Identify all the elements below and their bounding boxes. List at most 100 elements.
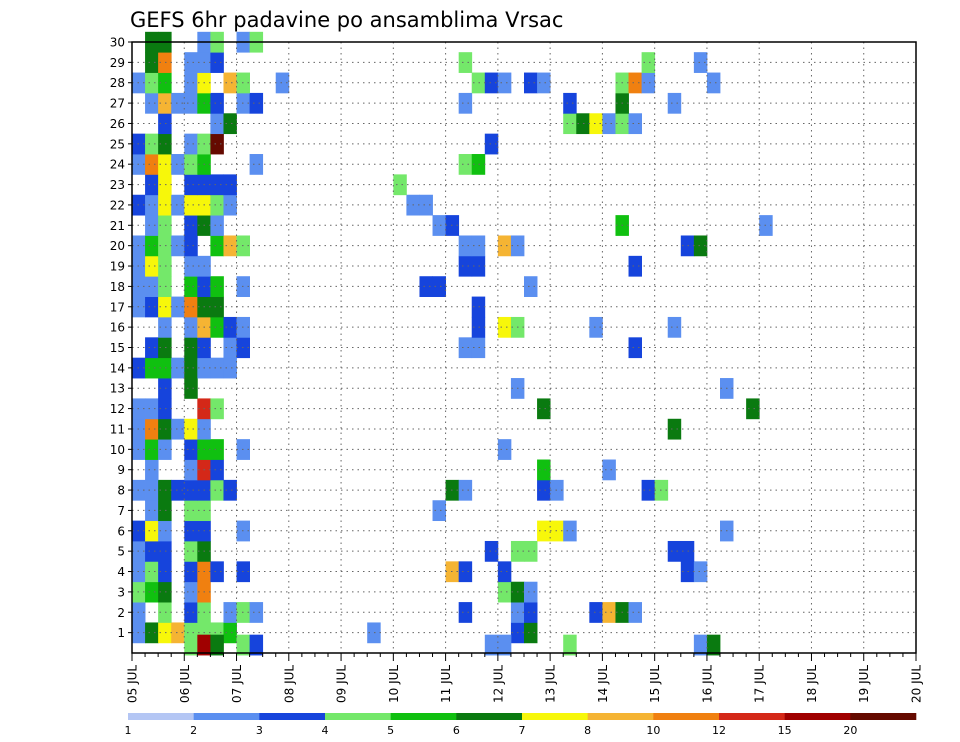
heatmap-cell [145, 174, 159, 196]
heatmap-cell [158, 133, 172, 155]
heatmap-cell [145, 520, 159, 542]
legend-swatch [128, 713, 194, 720]
heatmap-cell [145, 154, 159, 175]
heatmap-cell [223, 357, 237, 379]
heatmap-cell [458, 561, 473, 583]
heatmap-cell [158, 92, 172, 114]
heatmap-cell [171, 92, 185, 114]
heatmap-cell [145, 296, 159, 318]
heatmap-cell [524, 602, 538, 623]
heatmap-cell [563, 634, 577, 656]
heatmap-cell [602, 113, 616, 135]
y-tick-label: 16 [110, 321, 125, 335]
heatmap-cell [667, 418, 682, 440]
heatmap-cell [158, 113, 172, 135]
heatmap-cell [537, 459, 551, 481]
heatmap-cell [145, 72, 159, 94]
y-tick-label: 17 [110, 300, 125, 314]
heatmap-cell [458, 92, 473, 114]
heatmap-cell [210, 52, 224, 73]
heatmap-cell [145, 255, 159, 277]
heatmap-cell [497, 235, 512, 257]
x-tick-label: 05 JUL [126, 665, 140, 703]
heatmap-cell [706, 72, 721, 94]
heatmap-cell [458, 479, 473, 501]
heatmap-cell [184, 634, 198, 656]
x-tick-label: 10 JUL [387, 665, 401, 703]
y-tick-label: 12 [110, 402, 125, 416]
y-tick-label: 6 [117, 524, 125, 538]
heatmap-cell [184, 561, 198, 583]
heatmap-cell [223, 235, 237, 257]
heatmap-cell [184, 276, 198, 297]
y-tick-label: 3 [117, 585, 125, 599]
y-tick-label: 27 [110, 97, 125, 111]
heatmap-cell [171, 235, 185, 257]
heatmap-cell [563, 113, 577, 135]
heatmap-cell [210, 398, 224, 420]
heatmap-cell [458, 337, 473, 359]
heatmap-cell [249, 602, 264, 623]
heatmap-cell [210, 113, 224, 135]
heatmap-cell [471, 154, 486, 175]
heatmap-cell [158, 194, 172, 216]
heatmap-cell [210, 235, 224, 257]
heatmap-cell [393, 174, 407, 196]
heatmap-cell [746, 398, 760, 420]
heatmap-cell [602, 459, 616, 481]
legend-label: 2 [190, 724, 197, 737]
legend-swatch [784, 713, 851, 720]
y-tick-label: 29 [110, 56, 125, 70]
x-tick-label: 15 JUL [648, 665, 662, 703]
heatmap-cell [432, 276, 446, 297]
heatmap-cell [602, 602, 616, 623]
heatmap-cell [158, 174, 172, 196]
heatmap-cell [471, 255, 486, 277]
heatmap-cell [275, 72, 290, 94]
heatmap-cell [158, 378, 172, 399]
x-tick-label: 19 JUL [857, 665, 871, 703]
legend-label: 15 [778, 724, 792, 737]
heatmap-cell [537, 520, 551, 542]
x-tick-label: 13 JUL [544, 665, 558, 703]
heatmap-cell [158, 520, 172, 542]
heatmap-cell [471, 72, 486, 94]
heatmap-cell [497, 72, 512, 94]
heatmap-cell [497, 439, 512, 460]
heatmap-cell [210, 479, 224, 501]
heatmap-cell [145, 439, 159, 460]
x-tick-label: 11 JUL [439, 665, 453, 703]
heatmap-cell [432, 500, 446, 522]
heatmap-cell [158, 337, 172, 359]
heatmap-cell [693, 561, 708, 583]
heatmap-cell [145, 540, 159, 562]
y-tick-label: 20 [110, 239, 125, 253]
legend-swatch [522, 713, 588, 720]
heatmap-cell [171, 418, 185, 440]
heatmap-cell [158, 72, 172, 94]
heatmap-cell [484, 540, 499, 562]
heatmap-cell [223, 479, 237, 501]
heatmap-cell [171, 479, 185, 501]
heatmap-cell [524, 581, 538, 603]
heatmap-cell [145, 52, 159, 73]
y-tick-label: 25 [110, 137, 125, 151]
heatmap-cell [210, 276, 224, 297]
heatmap-cell [184, 581, 198, 603]
heatmap-cell [184, 215, 198, 236]
y-tick-label: 9 [117, 463, 125, 477]
legend-swatch [259, 713, 326, 720]
heatmap-cell [589, 602, 603, 623]
heatmap-cell [184, 459, 198, 481]
heatmap-cell [210, 215, 224, 236]
heatmap-cell [563, 92, 577, 114]
legend-label: 6 [453, 724, 460, 737]
y-tick-label: 15 [110, 341, 125, 355]
heatmap-cell [210, 634, 224, 656]
heatmap-cell [249, 634, 264, 656]
heatmap-cell [419, 194, 433, 216]
heatmap-cell [628, 255, 642, 277]
heatmap-cell [210, 357, 224, 379]
heatmap-cell [667, 316, 682, 338]
heatmap-cell [145, 459, 159, 481]
